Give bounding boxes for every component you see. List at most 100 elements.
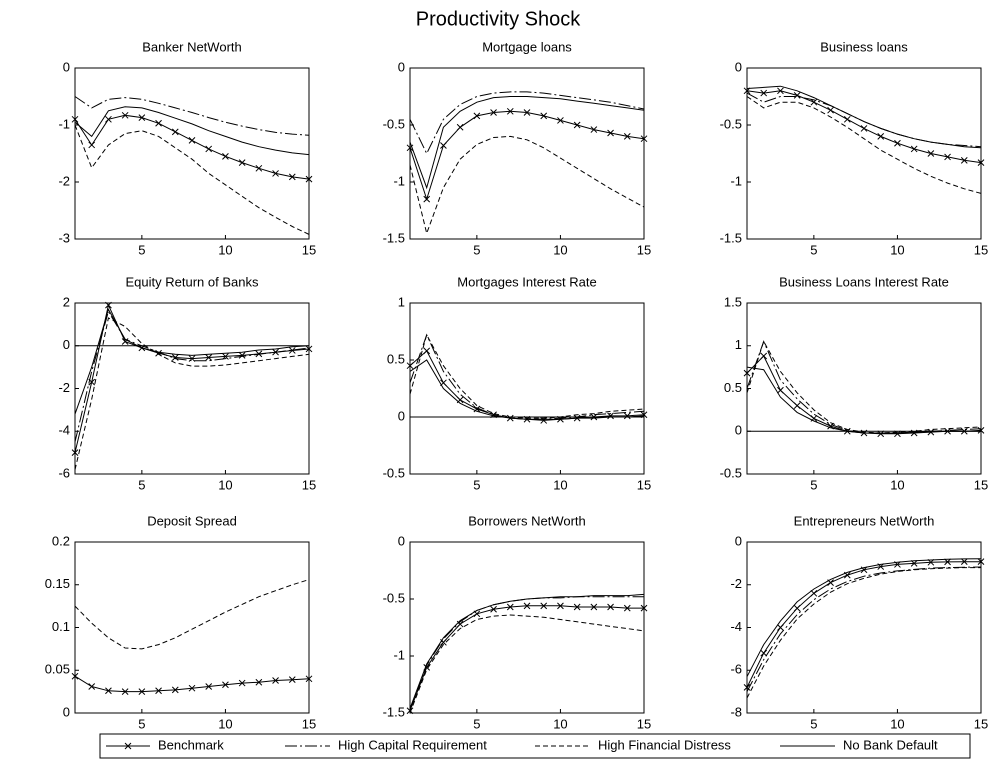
marker	[138, 688, 146, 695]
legend-label: Benchmark	[158, 737, 224, 752]
marker	[877, 430, 885, 438]
plot-frame	[409, 541, 645, 714]
marker	[894, 139, 901, 147]
marker	[810, 589, 818, 597]
series-line	[409, 333, 645, 419]
marker	[777, 87, 784, 95]
marker	[288, 173, 296, 181]
y-tick-label: 0.05	[45, 662, 70, 677]
y-tick-label: 0	[735, 533, 742, 548]
series-line	[409, 91, 645, 155]
marker	[88, 683, 96, 690]
marker	[623, 604, 631, 612]
marker	[640, 604, 648, 612]
x-tick-label: 5	[810, 242, 817, 257]
marker	[71, 672, 79, 680]
marker	[877, 133, 885, 140]
y-tick-label: -0.5	[383, 465, 405, 480]
legend-label: No Bank Default	[843, 737, 938, 752]
marker	[171, 354, 179, 361]
plot-frame	[409, 302, 645, 475]
marker	[121, 111, 129, 119]
series-line	[74, 308, 310, 415]
y-tick-label: 0.2	[52, 533, 70, 548]
marker	[473, 112, 481, 120]
y-tick-label: 0	[63, 337, 70, 352]
x-tick-label: 10	[553, 242, 567, 257]
marker	[573, 603, 581, 611]
marker	[305, 675, 313, 683]
marker	[960, 156, 968, 164]
marker	[71, 115, 79, 123]
y-tick-label: -4	[730, 619, 742, 634]
marker	[255, 678, 263, 686]
marker	[743, 683, 751, 691]
subplot-title: Mortgages Interest Rate	[457, 274, 596, 289]
marker	[288, 347, 296, 354]
marker	[305, 175, 313, 183]
y-tick-label: -0.5	[383, 590, 405, 605]
marker	[105, 115, 112, 123]
series-line	[746, 85, 982, 149]
marker	[810, 98, 818, 106]
series-line	[746, 566, 982, 692]
marker	[138, 114, 146, 121]
series-line	[746, 366, 981, 434]
subplot-title: Mortgage loans	[482, 39, 572, 54]
marker	[88, 141, 96, 149]
marker	[188, 137, 196, 144]
x-tick-label: 5	[138, 242, 145, 257]
y-tick-label: -2	[730, 576, 742, 591]
marker	[760, 89, 768, 97]
plot-frame	[746, 67, 982, 240]
marker	[743, 369, 751, 377]
marker	[607, 603, 614, 611]
marker	[272, 170, 279, 177]
y-tick-label: -1.5	[720, 230, 742, 245]
series-line	[409, 593, 645, 709]
figure-title: Productivity Shock	[416, 8, 582, 30]
y-tick-label: 0.5	[387, 351, 405, 366]
series-line	[74, 96, 310, 136]
series-line	[746, 340, 982, 434]
x-tick-label: 10	[218, 242, 232, 257]
y-tick-label: -8	[730, 704, 742, 719]
series-line	[409, 333, 645, 420]
subplot-title: Equity Return of Banks	[126, 274, 259, 289]
plot-frame	[409, 67, 645, 240]
y-tick-label: 0	[735, 423, 742, 438]
marker	[573, 121, 581, 129]
series-line	[409, 596, 644, 710]
marker	[406, 362, 414, 370]
subplot-title: Business Loans Interest Rate	[779, 274, 949, 289]
y-tick-label: 1.5	[724, 294, 742, 309]
y-tick-label: -1	[730, 173, 742, 188]
marker	[760, 352, 768, 360]
series-line	[746, 567, 981, 699]
x-tick-label: 15	[637, 716, 651, 731]
marker	[155, 119, 162, 127]
marker	[238, 159, 246, 166]
legend-label: High Financial Distress	[598, 737, 731, 752]
series-line	[409, 614, 645, 714]
x-tick-label: 10	[553, 716, 567, 731]
legend-label: High Capital Requirement	[338, 737, 487, 752]
marker	[793, 604, 801, 612]
marker	[238, 352, 246, 359]
x-tick-label: 5	[473, 716, 480, 731]
marker	[490, 411, 497, 419]
marker	[506, 603, 514, 611]
marker	[205, 145, 213, 153]
x-tick-label: 10	[218, 716, 232, 731]
plot-frame	[74, 302, 310, 475]
x-tick-label: 15	[637, 477, 651, 492]
marker	[623, 412, 631, 420]
marker	[423, 347, 431, 355]
marker	[977, 558, 985, 566]
marker	[843, 115, 851, 123]
y-tick-label: -1.5	[383, 704, 405, 719]
marker	[557, 117, 564, 124]
marker	[288, 676, 296, 684]
marker	[255, 164, 263, 172]
